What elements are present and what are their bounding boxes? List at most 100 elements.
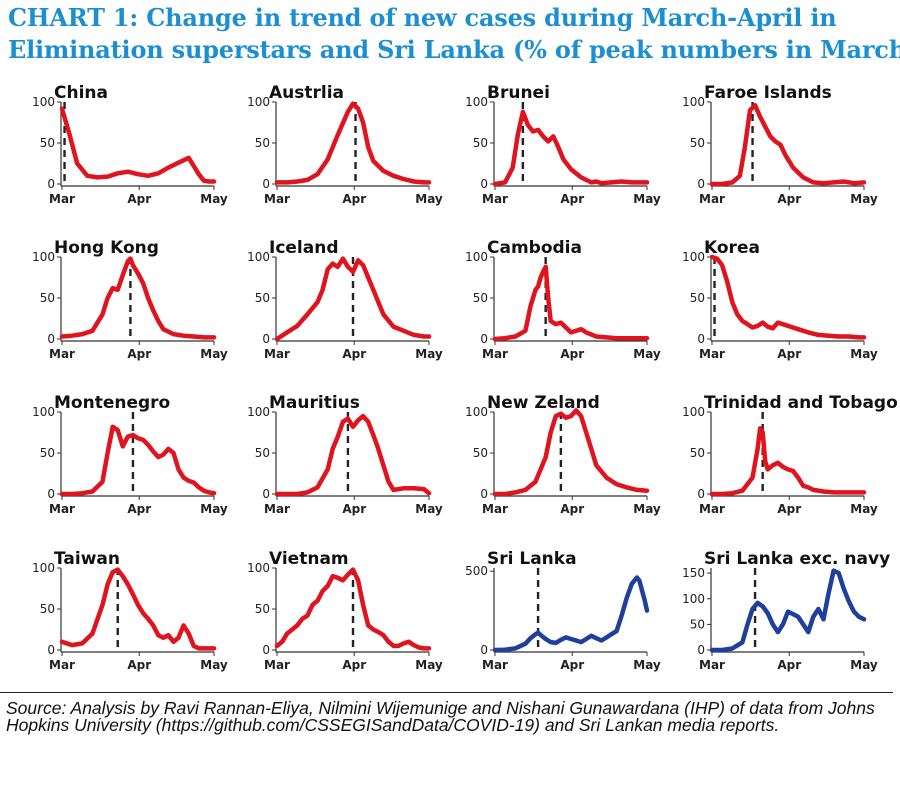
panel-china: China 0 50 100 Mar Apr May <box>32 83 228 206</box>
x-tick-label: May <box>633 347 661 361</box>
series-line-trinidad-and-tobago <box>709 426 867 497</box>
x-tick-label: Mar <box>49 192 75 206</box>
panel-trinidad-and-tobago: Trinidad and Tobago 0 50 100 Mar Apr May <box>682 393 898 516</box>
panel-hong-kong: Hong Kong 0 50 100 Mar Apr May <box>32 238 228 361</box>
y-tick-label: 50 <box>473 136 488 150</box>
x-tick-label: Apr <box>560 347 584 361</box>
x-tick-label: Mar <box>482 192 508 206</box>
x-tick-label: Mar <box>264 347 290 361</box>
y-tick-label: 50 <box>40 602 55 616</box>
y-tick-label: 100 <box>247 95 270 109</box>
x-tick-label: May <box>200 658 228 672</box>
x-tick-label: May <box>633 502 661 516</box>
panel-sri-lanka-exc-navy: Sri Lanka exc. navy 0 50 100 150 Mar Apr May <box>682 549 890 672</box>
panel-title: New Zeland <box>487 393 600 413</box>
panel-title: Vietnam <box>269 549 349 569</box>
x-tick-label: Apr <box>342 502 366 516</box>
chart-title: CHART 1: Change in trend of new cases du… <box>8 2 900 66</box>
x-tick-label: Apr <box>342 347 366 361</box>
y-tick-label: 50 <box>255 291 270 305</box>
x-tick-label: Apr <box>777 192 801 206</box>
series-line-hong-kong <box>59 256 217 340</box>
y-tick-label: 0 <box>262 177 270 191</box>
panel-montenegro: Montenegro 0 50 100 Mar Apr May <box>32 393 228 516</box>
y-tick-label: 0 <box>697 177 705 191</box>
x-tick-label: May <box>633 192 661 206</box>
x-tick-label: Mar <box>699 192 725 206</box>
y-tick-label: 0 <box>262 487 270 501</box>
panel-title: Cambodia <box>487 238 582 258</box>
series-line-mauritius <box>274 413 432 497</box>
y-tick-label: 100 <box>32 561 55 575</box>
y-tick-label: 0 <box>697 487 705 501</box>
panel-title: Austrlia <box>269 83 344 103</box>
y-tick-label: 0 <box>47 332 55 346</box>
x-tick-label: Apr <box>777 658 801 672</box>
y-tick-label: 50 <box>473 291 488 305</box>
panel-taiwan: Taiwan 0 50 100 Mar Apr May <box>32 549 228 672</box>
x-tick-label: Mar <box>49 347 75 361</box>
panel-austrlia: Austrlia 0 50 100 Mar Apr May <box>247 83 443 206</box>
x-tick-label: Mar <box>49 502 75 516</box>
y-tick-label: 100 <box>682 250 705 264</box>
y-tick-label: 0 <box>262 643 270 657</box>
panel-new-zeland: New Zeland 0 50 100 Mar Apr May <box>465 393 661 516</box>
x-tick-label: May <box>200 347 228 361</box>
panel-title: Korea <box>704 238 760 258</box>
panel-title: Iceland <box>269 238 339 258</box>
x-tick-label: Apr <box>560 192 584 206</box>
y-tick-label: 100 <box>32 250 55 264</box>
y-tick-label: 50 <box>40 136 55 150</box>
x-tick-label: May <box>200 502 228 516</box>
panel-title: Taiwan <box>54 549 120 569</box>
y-tick-label: 100 <box>682 592 705 606</box>
source-divider <box>0 692 893 693</box>
x-tick-label: Apr <box>342 192 366 206</box>
y-tick-label: 50 <box>690 291 705 305</box>
x-tick-label: Mar <box>699 658 725 672</box>
y-tick-label: 100 <box>32 405 55 419</box>
x-tick-label: May <box>415 658 443 672</box>
y-tick-label: 0 <box>47 487 55 501</box>
x-tick-label: May <box>633 658 661 672</box>
x-tick-label: Mar <box>699 502 725 516</box>
y-tick-label: 50 <box>255 602 270 616</box>
y-tick-label: 100 <box>465 405 488 419</box>
y-tick-label: 0 <box>47 643 55 657</box>
panel-title: Trinidad and Tobago <box>704 393 898 413</box>
x-tick-label: Apr <box>127 502 151 516</box>
series-line-sri-lanka-exc-navy <box>709 568 867 653</box>
small-multiples-grid: China 0 50 100 Mar Apr May Austrlia 0 50 100 Mar Apr… <box>32 83 898 672</box>
y-tick-label: 100 <box>247 250 270 264</box>
series-line-new-zeland <box>492 408 650 497</box>
series-line-montenegro <box>59 424 217 497</box>
series-line-brunei <box>492 109 650 187</box>
y-tick-label: 0 <box>262 332 270 346</box>
source-note: Source: Analysis by Ravi Rannan-Eliya, N… <box>6 698 875 735</box>
x-tick-label: May <box>850 347 878 361</box>
x-tick-label: Mar <box>264 658 290 672</box>
series-line-cambodia <box>492 264 650 342</box>
y-tick-label: 0 <box>480 643 488 657</box>
x-tick-label: Apr <box>560 658 584 672</box>
x-tick-label: May <box>415 502 443 516</box>
y-tick-label: 500 <box>465 564 488 578</box>
y-tick-label: 0 <box>480 332 488 346</box>
y-tick-label: 50 <box>40 291 55 305</box>
series-line-china <box>59 106 217 184</box>
panel-sri-lanka: Sri Lanka 0 500 Mar Apr May <box>465 549 661 672</box>
y-tick-label: 150 <box>682 566 705 580</box>
x-tick-label: May <box>850 658 878 672</box>
chart-title-line-1: CHART 1: Change in trend of new cases du… <box>8 3 837 32</box>
y-tick-label: 100 <box>682 95 705 109</box>
y-tick-label: 0 <box>480 177 488 191</box>
y-tick-label: 50 <box>690 446 705 460</box>
x-tick-label: Mar <box>264 502 290 516</box>
x-tick-label: Apr <box>127 658 151 672</box>
chart-title-line-2: Elimination superstars and Sri Lanka (% … <box>8 35 900 64</box>
panel-title: Sri Lanka exc. navy <box>704 549 890 569</box>
x-tick-label: May <box>200 192 228 206</box>
y-tick-label: 50 <box>690 136 705 150</box>
series-line-sri-lanka <box>492 575 650 653</box>
panel-faroe-islands: Faroe Islands 0 50 100 Mar Apr May <box>682 83 878 206</box>
